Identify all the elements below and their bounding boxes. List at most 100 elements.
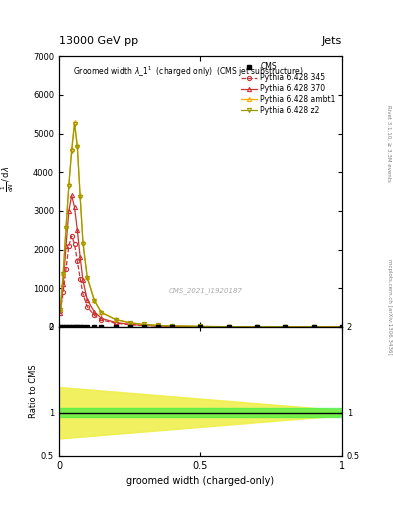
Pythia 6.428 345 xyxy=(226,324,231,330)
Pythia 6.428 345 xyxy=(198,324,203,330)
Pythia 6.428 ambt1 xyxy=(113,316,118,323)
Pythia 6.428 370 xyxy=(69,193,74,199)
Pythia 6.428 z2 xyxy=(85,275,90,281)
CMS xyxy=(61,324,66,330)
Pythia 6.428 370 xyxy=(311,324,316,330)
CMS xyxy=(340,324,344,330)
Pythia 6.428 370 xyxy=(283,324,288,330)
Pythia 6.428 370 xyxy=(78,254,83,261)
Pythia 6.428 ambt1 xyxy=(75,142,80,148)
Pythia 6.428 370 xyxy=(226,324,231,330)
Pythia 6.428 ambt1 xyxy=(69,146,74,152)
Pythia 6.428 345 xyxy=(127,322,132,328)
CMS xyxy=(311,324,316,330)
Pythia 6.428 345 xyxy=(85,304,90,310)
CMS xyxy=(113,324,118,330)
Pythia 6.428 z2 xyxy=(81,241,85,247)
Text: Rivet 3.1.10, ≥ 3.3M events: Rivet 3.1.10, ≥ 3.3M events xyxy=(387,105,391,182)
Pythia 6.428 ambt1 xyxy=(61,270,66,276)
Pythia 6.428 ambt1 xyxy=(81,239,85,245)
Pythia 6.428 370 xyxy=(198,324,203,330)
CMS xyxy=(127,324,132,330)
Text: Groomed width $\lambda\_1^1$  (charged only)  (CMS jet substructure): Groomed width $\lambda\_1^1$ (charged on… xyxy=(73,65,304,79)
Pythia 6.428 z2 xyxy=(283,324,288,330)
Pythia 6.428 345 xyxy=(72,241,77,247)
Pythia 6.428 370 xyxy=(58,310,63,316)
Pythia 6.428 345 xyxy=(99,317,104,323)
Pythia 6.428 z2 xyxy=(156,323,160,329)
Pythia 6.428 ambt1 xyxy=(255,324,259,330)
Pythia 6.428 ambt1 xyxy=(198,324,203,330)
Pythia 6.428 345 xyxy=(64,266,68,272)
Pythia 6.428 345 xyxy=(156,323,160,329)
Pythia 6.428 345 xyxy=(311,324,316,330)
Pythia 6.428 345 xyxy=(255,324,259,330)
Line: Pythia 6.428 z2: Pythia 6.428 z2 xyxy=(58,122,344,329)
Pythia 6.428 370 xyxy=(66,208,71,214)
CMS xyxy=(72,324,77,330)
Pythia 6.428 ambt1 xyxy=(92,297,97,303)
CMS xyxy=(170,324,174,330)
Pythia 6.428 ambt1 xyxy=(141,322,146,328)
Pythia 6.428 z2 xyxy=(61,270,66,276)
Pythia 6.428 ambt1 xyxy=(311,324,316,330)
Pythia 6.428 z2 xyxy=(75,144,80,150)
Text: mcplots.cern.ch [arXiv:1306.3436]: mcplots.cern.ch [arXiv:1306.3436] xyxy=(387,260,391,355)
Legend: CMS, Pythia 6.428 345, Pythia 6.428 370, Pythia 6.428 ambt1, Pythia 6.428 z2: CMS, Pythia 6.428 345, Pythia 6.428 370,… xyxy=(239,60,338,117)
Pythia 6.428 ambt1 xyxy=(226,324,231,330)
Pythia 6.428 ambt1 xyxy=(99,309,104,315)
Pythia 6.428 370 xyxy=(99,315,104,322)
Pythia 6.428 z2 xyxy=(170,323,174,329)
Line: Pythia 6.428 345: Pythia 6.428 345 xyxy=(58,234,344,329)
Pythia 6.428 z2 xyxy=(69,148,74,154)
Pythia 6.428 370 xyxy=(127,321,132,327)
CMS xyxy=(156,324,160,330)
Pythia 6.428 ambt1 xyxy=(340,324,344,330)
Pythia 6.428 z2 xyxy=(255,324,259,330)
Pythia 6.428 z2 xyxy=(99,309,104,315)
Pythia 6.428 z2 xyxy=(64,225,68,231)
Pythia 6.428 z2 xyxy=(311,324,316,330)
Pythia 6.428 345 xyxy=(170,323,174,329)
Pythia 6.428 ambt1 xyxy=(156,323,160,329)
Pythia 6.428 370 xyxy=(85,297,90,303)
CMS xyxy=(92,324,97,330)
CMS xyxy=(283,324,288,330)
Pythia 6.428 ambt1 xyxy=(127,319,132,326)
Pythia 6.428 z2 xyxy=(58,307,63,313)
CMS xyxy=(99,324,104,330)
Text: Jets: Jets xyxy=(321,36,342,46)
Text: 13000 GeV pp: 13000 GeV pp xyxy=(59,36,138,46)
Pythia 6.428 370 xyxy=(61,281,66,287)
Pythia 6.428 z2 xyxy=(127,319,132,326)
Pythia 6.428 ambt1 xyxy=(78,193,83,199)
Pythia 6.428 345 xyxy=(340,324,344,330)
Pythia 6.428 ambt1 xyxy=(85,273,90,280)
Text: $\frac{1}{\mathrm{d}N}\,/\,\mathrm{d}\lambda$: $\frac{1}{\mathrm{d}N}\,/\,\mathrm{d}\la… xyxy=(0,166,16,192)
CMS xyxy=(198,324,203,330)
Pythia 6.428 370 xyxy=(113,319,118,326)
CMS xyxy=(58,324,63,330)
Pythia 6.428 ambt1 xyxy=(72,119,77,125)
Pythia 6.428 ambt1 xyxy=(64,223,68,229)
CMS xyxy=(81,324,85,330)
Line: CMS: CMS xyxy=(59,325,343,329)
CMS xyxy=(255,324,259,330)
Pythia 6.428 370 xyxy=(141,322,146,328)
Pythia 6.428 345 xyxy=(141,323,146,329)
Pythia 6.428 z2 xyxy=(340,324,344,330)
Pythia 6.428 z2 xyxy=(72,121,77,127)
Pythia 6.428 z2 xyxy=(226,324,231,330)
Pythia 6.428 345 xyxy=(283,324,288,330)
Pythia 6.428 ambt1 xyxy=(283,324,288,330)
Line: Pythia 6.428 ambt1: Pythia 6.428 ambt1 xyxy=(58,120,344,329)
Text: CMS_2021_I1920187: CMS_2021_I1920187 xyxy=(169,288,243,294)
Pythia 6.428 z2 xyxy=(141,322,146,328)
Pythia 6.428 345 xyxy=(66,243,71,249)
Pythia 6.428 345 xyxy=(92,312,97,318)
CMS xyxy=(226,324,231,330)
Pythia 6.428 345 xyxy=(69,233,74,239)
Pythia 6.428 370 xyxy=(92,309,97,315)
Pythia 6.428 z2 xyxy=(92,297,97,304)
CMS xyxy=(64,324,68,330)
